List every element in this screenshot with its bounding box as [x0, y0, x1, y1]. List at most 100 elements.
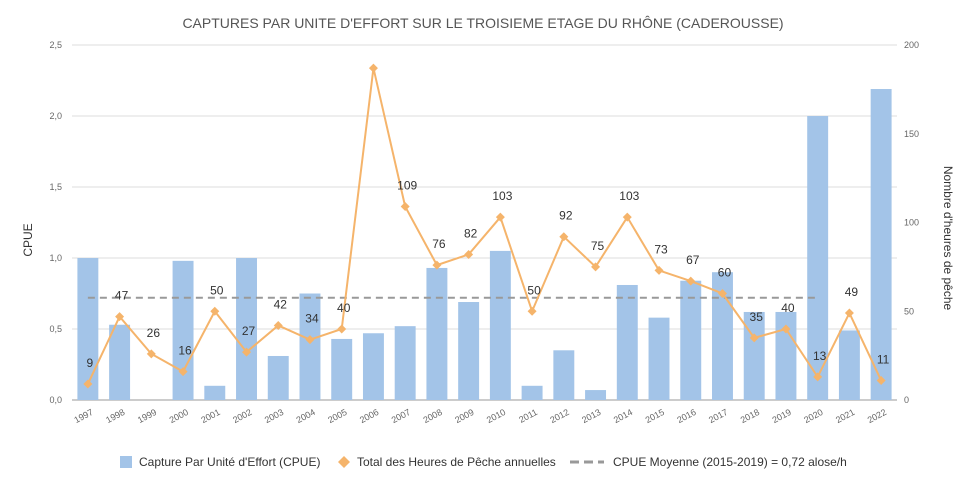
hours-data-label: 103: [492, 189, 512, 203]
legend-swatch-hours: [338, 456, 350, 468]
legend-label-hours: Total des Heures de Pêche annuelles: [357, 455, 556, 469]
hours-data-label: 67: [686, 253, 700, 267]
hours-data-label: 50: [527, 283, 541, 297]
hours-point: [210, 306, 220, 316]
cpue-bar: [267, 355, 289, 400]
cpue-bar: [172, 260, 194, 400]
hours-point: [559, 232, 569, 242]
x-tick-label: 2002: [231, 407, 253, 425]
cpue-bar: [743, 311, 765, 400]
cpue-bar: [616, 284, 638, 400]
hours-data-label: 16: [178, 344, 192, 358]
right-axis-ticks: 0 50 100 150 200: [904, 40, 919, 405]
fishing-hours-line: [83, 63, 886, 389]
y2-tick-label: 150: [904, 129, 919, 139]
hours-data-label: 34: [305, 312, 319, 326]
x-tick-label: 2006: [358, 407, 380, 425]
x-tick-label: 2004: [295, 407, 317, 425]
y2-tick-label: 200: [904, 40, 919, 50]
x-tick-label: 2015: [644, 407, 666, 425]
hours-data-label: 76: [432, 237, 446, 251]
x-tick-label: 1999: [136, 407, 158, 425]
hours-point: [749, 333, 759, 343]
hours-point: [527, 306, 537, 316]
cpue-bar: [648, 317, 670, 400]
x-tick-label: 1998: [104, 407, 126, 425]
x-tick-label: 2019: [771, 407, 793, 425]
cpue-bar: [204, 385, 226, 400]
hours-data-label: 26: [147, 326, 161, 340]
x-axis-ticks: 1997 1998 1999 2000 2001 2002 2003 2004 2005 2006…: [72, 407, 888, 425]
y2-tick-label: 50: [904, 306, 914, 316]
cpue-bar: [77, 258, 99, 400]
hours-data-label: 40: [337, 301, 351, 315]
y2-tick-label: 100: [904, 218, 919, 228]
x-tick-label: 1997: [72, 407, 94, 425]
hours-point: [813, 372, 823, 382]
cpue-bar: [299, 293, 321, 400]
x-tick-label: 2001: [199, 407, 221, 425]
fishing-hours-data-labels: 9 47 26 16 50 27 42 34 40 109 76 82 103 50 92 75 103 73 67…: [87, 179, 890, 371]
hours-point: [368, 63, 378, 73]
x-tick-label: 2007: [390, 407, 412, 425]
cpue-bar: [236, 258, 257, 400]
hours-point: [337, 324, 347, 334]
hours-data-label: 47: [115, 289, 129, 303]
x-tick-label: 2018: [739, 407, 761, 425]
y-tick-label: 2,5: [49, 40, 62, 50]
hours-point: [654, 265, 664, 275]
x-tick-label: 2016: [675, 407, 697, 425]
legend-label-average: CPUE Moyenne (2015-2019) = 0,72 alose/h: [613, 455, 847, 469]
hours-data-label: 40: [781, 301, 795, 315]
hours-point: [622, 212, 632, 222]
cpue-bar: [394, 326, 416, 400]
hours-point: [115, 312, 125, 322]
y-tick-label: 0,0: [49, 395, 62, 405]
x-tick-label: 2011: [517, 407, 539, 425]
x-tick-label: 2017: [707, 407, 729, 425]
x-tick-label: 2020: [802, 407, 824, 425]
y-tick-label: 0,5: [49, 324, 62, 334]
hours-point: [305, 335, 315, 345]
cpue-bar: [331, 338, 353, 400]
hours-data-label: 42: [274, 297, 288, 311]
x-tick-label: 2009: [453, 407, 475, 425]
cpue-bars: [77, 89, 892, 401]
hours-point: [686, 276, 696, 286]
cpue-bar: [426, 267, 448, 400]
hours-line: [86, 67, 883, 385]
cpue-bar: [458, 302, 480, 400]
y2-axis-label: Nombre d'heures de pêche: [941, 166, 955, 311]
x-tick-label: 2003: [263, 407, 285, 425]
cpue-bar: [585, 390, 607, 400]
cpue-bar: [712, 272, 733, 400]
chart-title: CAPTURES PAR UNITE D'EFFORT SUR LE TROIS…: [182, 15, 783, 31]
y-tick-label: 1,0: [49, 253, 62, 263]
hours-data-label: 75: [591, 239, 605, 253]
hours-point: [591, 262, 601, 272]
y-tick-label: 1,5: [49, 182, 62, 192]
x-tick-label: 2013: [580, 407, 602, 425]
y-axis-label: CPUE: [21, 223, 35, 256]
hours-data-label: 13: [813, 349, 827, 363]
x-tick-label: 2010: [485, 407, 507, 425]
hours-data-label: 73: [654, 242, 668, 256]
hours-point: [146, 349, 156, 359]
cpue-bar: [109, 324, 131, 400]
hours-data-label: 50: [210, 283, 224, 297]
hours-data-label: 11: [877, 352, 890, 366]
legend: Capture Par Unité d'Effort (CPUE) Total …: [120, 455, 847, 469]
hours-point: [876, 375, 886, 385]
legend-swatch-cpue: [120, 456, 132, 468]
hours-point: [781, 324, 791, 334]
y-tick-label: 2,0: [49, 111, 62, 121]
cpue-bar: [870, 89, 892, 401]
hours-point: [273, 320, 283, 330]
cpue-bar: [553, 350, 575, 400]
hours-point: [400, 202, 410, 212]
cpue-bar: [362, 333, 384, 400]
x-tick-label: 2022: [866, 407, 888, 425]
hours-data-label: 9: [87, 356, 94, 370]
hours-point: [242, 347, 252, 357]
cpue-bar: [807, 116, 829, 400]
